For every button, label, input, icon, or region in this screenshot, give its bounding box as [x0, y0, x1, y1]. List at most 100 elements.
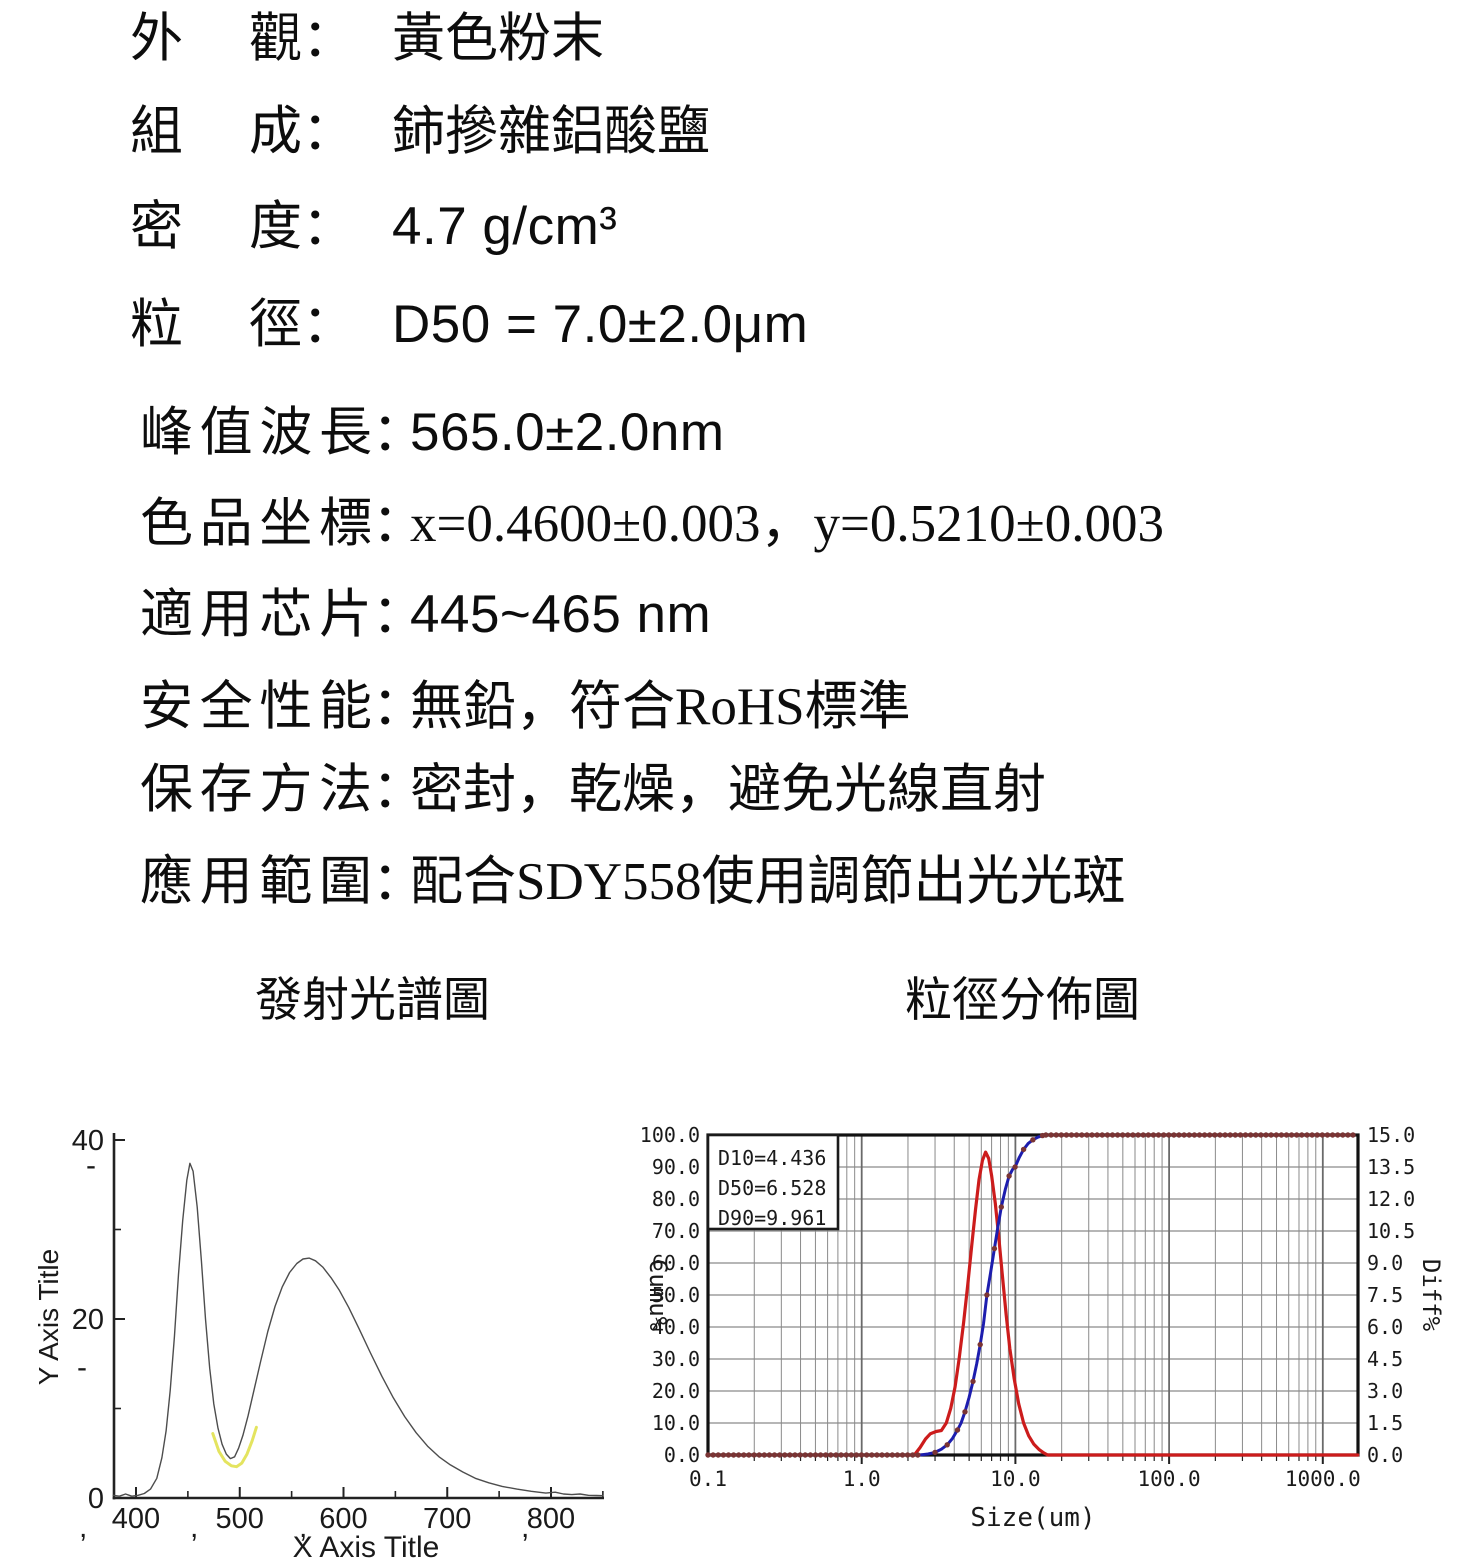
legend-box: [706, 1133, 840, 1231]
marker-dot: [874, 1452, 880, 1458]
spec-label: 組成: [130, 103, 302, 161]
marker-dot: [1094, 1132, 1100, 1138]
marker-dot: [884, 1452, 890, 1458]
marker-dot: [915, 1452, 921, 1458]
spec-label: 保存方法: [140, 761, 372, 819]
marker-dot: [879, 1452, 885, 1458]
marker-dot: [741, 1452, 747, 1458]
marker-dot: [894, 1452, 901, 1458]
x-axis-title: Size(um): [970, 1503, 1095, 1533]
left-tick-label: 40.0: [652, 1315, 700, 1339]
marker-dot: [792, 1452, 798, 1458]
right-tick-label: 6.0: [1367, 1315, 1403, 1339]
marker-dot: [1020, 1146, 1027, 1153]
marker-dot: [858, 1452, 865, 1458]
marker-dot: [1063, 1132, 1070, 1138]
right-tick-label: 9.0: [1367, 1251, 1403, 1275]
emission-chart-title: 發射光譜圖: [255, 975, 490, 1027]
marker-dot: [1329, 1132, 1336, 1138]
plot-border: [706, 1133, 1360, 1457]
marker-dot: [984, 1292, 990, 1298]
spec-value: 445~465 nm: [410, 585, 712, 644]
marker-dot: [1258, 1132, 1264, 1138]
marker-dot: [944, 1442, 950, 1448]
left-tick-label: 20.0: [652, 1379, 700, 1403]
marker-dot: [1201, 1132, 1208, 1138]
marker-dot: [1161, 1132, 1167, 1138]
marker-dot: [812, 1452, 819, 1458]
marker-dot: [1340, 1132, 1346, 1138]
spec-label: 外觀: [130, 10, 302, 68]
marker-dot: [1039, 1132, 1046, 1139]
spec-label: 粒徑: [130, 296, 302, 354]
emission-spectrum-curve: [112, 1162, 604, 1497]
marker-dot: [1068, 1132, 1075, 1138]
marker-dot: [1335, 1132, 1341, 1138]
spec-label: 安全性能: [140, 678, 372, 736]
marker-dot: [1319, 1132, 1325, 1138]
tick-label: 400: [112, 1503, 160, 1535]
spec-colon: ：: [302, 296, 355, 354]
left-tick-label: 30.0: [652, 1347, 700, 1371]
marker-dot: [1299, 1132, 1305, 1138]
spec-row-9: 保存方法：密封，乾燥，避免光線直射: [140, 761, 1046, 820]
marker-dot: [1114, 1132, 1121, 1138]
spec-colon: ：: [372, 853, 425, 911]
spec-value: D50 = 7.0±2.0μm: [392, 295, 809, 354]
right-tick-label: 0.0: [1367, 1443, 1403, 1467]
marker-dot: [1191, 1132, 1198, 1138]
marker-dot: [730, 1452, 737, 1458]
marker-dot: [1073, 1132, 1080, 1138]
marker-dot: [1084, 1132, 1090, 1138]
right-tick-label: 4.5: [1367, 1347, 1403, 1371]
marker-dot: [1109, 1132, 1116, 1138]
x-tick-label: 100.0: [1137, 1467, 1200, 1491]
right-tick-label: 1.5: [1367, 1411, 1403, 1435]
marker-dot: [864, 1452, 870, 1458]
marker-dot: [954, 1427, 961, 1433]
marker-dot: [1232, 1132, 1238, 1138]
left-tick-label: 70.0: [652, 1219, 700, 1243]
marker-dot: [1125, 1132, 1131, 1138]
marker-dot: [838, 1452, 844, 1458]
spec-colon: ：: [372, 586, 425, 644]
marker-dot: [1155, 1132, 1162, 1138]
marker-dot: [962, 1409, 968, 1415]
marker-dot: [1278, 1132, 1285, 1138]
marker-dot: [1166, 1132, 1172, 1138]
x-tick-label: 1.0: [843, 1467, 881, 1491]
spec-colon: ：: [372, 404, 425, 462]
tick-label: 20: [72, 1304, 104, 1336]
spec-value: 配合SDY558使用調節出光光斑: [410, 853, 1126, 911]
marker-dot: [1288, 1132, 1295, 1138]
marker-dot: [1058, 1132, 1064, 1138]
marker-dot: [1181, 1132, 1187, 1138]
axis-labels: 0.0 10.0 20.0 30.0 40.0 50.0 60.0 70.0 80.0 90.0 1…: [640, 1123, 1415, 1491]
right-tick-label: 3.0: [1367, 1379, 1403, 1403]
marker-dot: [777, 1452, 783, 1458]
marker-dot: [1217, 1132, 1223, 1138]
spec-value: x=0.4600±0.003，y=0.5210±0.003: [410, 495, 1164, 553]
spec-colon: ：: [372, 678, 425, 736]
spec-value: 黃色粉末: [392, 10, 604, 68]
marker-dot: [746, 1452, 752, 1458]
marker-dot: [787, 1452, 793, 1458]
marker-dot: [1006, 1173, 1012, 1179]
marker-dot: [1350, 1132, 1356, 1138]
left-axis-title: Cumu%: [644, 1259, 672, 1332]
spec-label: 色品坐標: [140, 495, 372, 553]
marker-dot: [807, 1452, 814, 1458]
marker-dot: [1079, 1132, 1085, 1138]
psd-chart-title: 粒徑分佈圖: [905, 975, 1140, 1027]
spec-colon: ：: [372, 761, 425, 819]
spec-label: 密度: [130, 198, 302, 256]
marker-dot: [1222, 1132, 1228, 1138]
tick-label: 40: [72, 1125, 104, 1157]
marker-dot: [904, 1452, 911, 1458]
marker-dot: [1186, 1132, 1192, 1138]
marker-dot: [705, 1452, 711, 1458]
particle-size-distribution-chart: D10=4.436 D50=6.528 D90=9.961 0.0 10.0 20.0 30…: [640, 1123, 1445, 1533]
right-tick-label: 10.5: [1367, 1219, 1415, 1243]
x-tick-label: 10.0: [990, 1467, 1041, 1491]
left-tick-label: 60.0: [652, 1251, 700, 1275]
